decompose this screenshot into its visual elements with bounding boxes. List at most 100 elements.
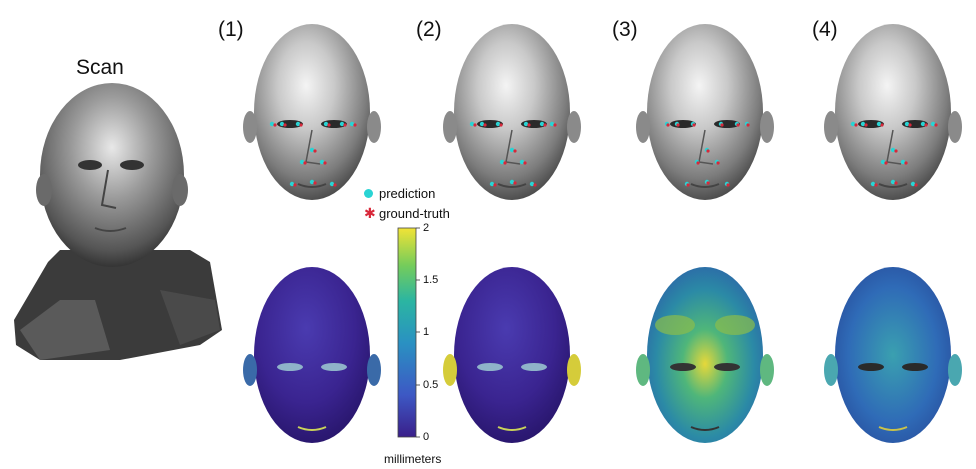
ground-truth-point bbox=[543, 123, 547, 127]
colorbar-tick-1: 1 bbox=[423, 326, 430, 338]
prediction-point bbox=[309, 179, 315, 185]
prediction-point bbox=[850, 121, 856, 127]
ground-truth-point bbox=[303, 161, 307, 165]
error-map-1 bbox=[243, 267, 381, 443]
ground-truth-point bbox=[343, 123, 347, 127]
ground-truth-point bbox=[746, 123, 750, 127]
ground-truth-point bbox=[934, 123, 938, 127]
prediction-point bbox=[289, 181, 295, 187]
column-label-1: (1) bbox=[218, 18, 244, 41]
prediction-point bbox=[489, 181, 495, 187]
ground-truth-point bbox=[493, 183, 497, 187]
ground-truth-point bbox=[473, 123, 477, 127]
colorbar bbox=[397, 227, 417, 438]
ground-truth-point bbox=[864, 123, 868, 127]
prediction-point bbox=[876, 121, 882, 127]
ground-truth-point bbox=[874, 183, 878, 187]
ground-truth-point bbox=[353, 123, 357, 127]
prediction-point bbox=[910, 181, 916, 187]
prediction-point bbox=[339, 121, 345, 127]
legend-ground-truth: ✱ ground-truth bbox=[364, 206, 450, 221]
colorbar-ticks bbox=[416, 227, 420, 438]
prediction-point bbox=[509, 179, 515, 185]
ground-truth-point bbox=[313, 149, 317, 153]
prediction-point bbox=[890, 147, 896, 153]
ground-truth-point bbox=[894, 181, 898, 185]
prediction-point bbox=[499, 159, 505, 165]
ground-truth-point bbox=[483, 123, 487, 127]
prediction-point bbox=[479, 121, 485, 127]
ground-truth-point bbox=[553, 123, 557, 127]
ground-truth-point bbox=[313, 181, 317, 185]
prediction-point bbox=[319, 159, 325, 165]
column-label-4: (4) bbox=[812, 18, 838, 41]
ground-truth-point bbox=[533, 183, 537, 187]
prediction-point bbox=[509, 147, 515, 153]
ground-truth-point bbox=[327, 123, 331, 127]
prediction-point bbox=[523, 121, 529, 127]
scan-image bbox=[14, 83, 222, 360]
ground-truth-point bbox=[924, 123, 928, 127]
prediction-point bbox=[539, 121, 545, 127]
ground-truth-point bbox=[503, 161, 507, 165]
prediction-point bbox=[900, 159, 906, 165]
prediction-point bbox=[329, 181, 335, 187]
ground-truth-point bbox=[894, 149, 898, 153]
ground-truth-point bbox=[499, 123, 503, 127]
ground-truth-point bbox=[908, 123, 912, 127]
ground-truth-point bbox=[706, 181, 710, 185]
ground-truth-point bbox=[273, 123, 277, 127]
error-map-3 bbox=[636, 267, 774, 443]
ground-truth-point bbox=[676, 123, 680, 127]
prediction-point bbox=[323, 121, 329, 127]
error-map-4 bbox=[824, 267, 962, 443]
scan-label: Scan bbox=[76, 56, 124, 79]
legend-prediction-label: prediction bbox=[379, 186, 436, 201]
prediction-point bbox=[295, 121, 301, 127]
ground-truth-point bbox=[692, 123, 696, 127]
prediction-point bbox=[930, 121, 936, 127]
prediction-point bbox=[860, 121, 866, 127]
prediction-point bbox=[519, 159, 525, 165]
ground-truth-point bbox=[666, 123, 670, 127]
ground-truth-point bbox=[914, 183, 918, 187]
legend-ground-truth-label: ground-truth bbox=[379, 206, 450, 221]
prediction-point bbox=[549, 121, 555, 127]
legend-prediction: prediction bbox=[364, 186, 435, 201]
prediction-point bbox=[349, 121, 355, 127]
colorbar-tick-1-5: 1.5 bbox=[423, 274, 439, 286]
prediction-point bbox=[529, 181, 535, 187]
prediction-point bbox=[495, 121, 501, 127]
prediction-point bbox=[269, 121, 275, 127]
prediction-point bbox=[279, 121, 285, 127]
landmarks bbox=[269, 121, 938, 187]
column-label-2: (2) bbox=[416, 18, 442, 41]
colorbar-unit: millimeters bbox=[384, 452, 442, 466]
ground-truth-point bbox=[720, 123, 724, 127]
ground-truth-point bbox=[513, 181, 517, 185]
face-top-3 bbox=[636, 24, 774, 200]
ground-truth-point bbox=[904, 161, 908, 165]
ground-truth-point bbox=[299, 123, 303, 127]
prediction-point bbox=[880, 159, 886, 165]
ground-truth-point bbox=[696, 161, 700, 165]
ground-truth-point bbox=[527, 123, 531, 127]
ground-truth-point bbox=[293, 183, 297, 187]
ground-truth-point bbox=[726, 183, 730, 187]
prediction-point bbox=[904, 121, 910, 127]
ground-truth-point bbox=[333, 183, 337, 187]
error-map-2 bbox=[443, 267, 581, 443]
prediction-point bbox=[890, 179, 896, 185]
colorbar-tick-0-5: 0.5 bbox=[423, 379, 439, 391]
prediction-point bbox=[469, 121, 475, 127]
colorbar-tick-0: 0 bbox=[423, 431, 430, 443]
prediction-point bbox=[299, 159, 305, 165]
face-top-1 bbox=[243, 24, 381, 200]
ground-truth-point bbox=[706, 149, 710, 153]
colorbar-tick-2: 2 bbox=[423, 222, 430, 234]
ground-truth-point bbox=[736, 123, 740, 127]
ground-truth-point bbox=[523, 161, 527, 165]
ground-truth-point bbox=[323, 161, 327, 165]
ground-truth-point bbox=[880, 123, 884, 127]
